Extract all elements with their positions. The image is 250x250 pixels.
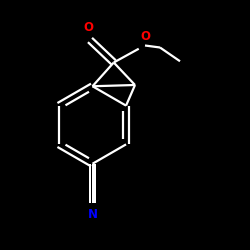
Text: O: O — [84, 21, 94, 34]
Text: O: O — [140, 30, 150, 43]
Text: N: N — [88, 208, 98, 221]
